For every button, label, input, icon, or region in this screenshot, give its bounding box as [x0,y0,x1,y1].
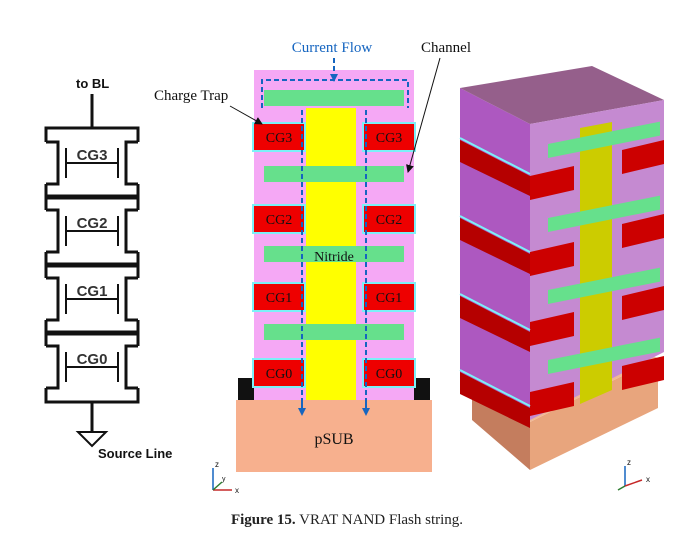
gate-label: CG2 [266,213,292,228]
cell-label: CG2 [77,215,108,232]
svg-text:z: z [627,458,631,467]
substrate-label: pSUB [314,431,353,448]
nitride-bar [264,246,404,262]
figure-caption: Figure 15. VRAT NAND Flash string. [0,512,694,529]
bitline-label: to BL [76,76,109,91]
nitride-bar [264,166,404,182]
svg-text:z: z [215,460,219,469]
three-d-view: z x [459,66,664,491]
channel-label: Channel [421,40,471,56]
gate-block [254,206,304,232]
ground-icon [75,431,109,448]
gate-label: CG2 [376,213,402,228]
axis-triad-right: z x [617,458,650,491]
circuit-cell: CG2 [44,194,140,268]
nitride-bars [264,90,404,340]
cell-label: CG0 [77,351,108,368]
gate-block [364,124,414,150]
nand-string-circuit: to BL Source Line CG3 CG2 CG1 CG0 [44,76,172,461]
svg-text:x: x [235,486,239,495]
current-flow-label: Current Flow [292,40,373,56]
charge-trap-label: Charge Trap [154,88,228,104]
svg-text:y: y [222,476,226,483]
circuit-cell: CG3 [44,126,140,200]
gate-label: CG3 [376,131,402,146]
substrate-dark-right [414,378,430,400]
gate-block [254,360,304,386]
gate-label: CG3 [266,131,292,146]
gate-block [364,360,414,386]
nitride-3d [548,267,660,304]
nitride-bar [264,324,404,340]
top-face [460,66,664,124]
channel-leader [406,57,441,173]
nitride-label: Nitride [314,250,354,265]
gate-block [364,206,414,232]
caption-label: Figure 15. [230,512,296,528]
channel-3d [580,122,612,404]
nitride-3d [548,337,660,374]
circuit-cell: CG1 [44,262,140,336]
substrate-dark-left [238,378,254,400]
charge-trap-leader [229,105,263,125]
gate-block [364,284,414,310]
gate-label: CG0 [376,367,402,382]
gate-block [254,284,304,310]
nitride-3d [548,195,660,232]
cross-section: pSUB CG3 CG2 CG1 CG0 CG3 CG2 CG1 CG0 Current Fl… [154,40,471,495]
gate-label: CG0 [266,367,292,382]
caption-text: VRAT NAND Flash string. [299,512,464,528]
nitride-3d [548,121,660,158]
svg-text:x: x [646,475,650,484]
axis-triad-left: z x y [212,460,239,495]
gate-block [254,124,304,150]
nitride-bar [264,90,404,106]
cell-label: CG3 [77,147,108,164]
gate-label: CG1 [376,291,402,306]
substrate [236,400,432,472]
circuit-cell: CG0 [44,330,140,404]
gate-label: CG1 [266,291,292,306]
control-gates: CG3 CG2 CG1 CG0 CG3 CG2 CG1 CG0 [252,122,416,388]
source-line-label: Source Line [98,446,172,461]
cell-label: CG1 [77,283,108,300]
